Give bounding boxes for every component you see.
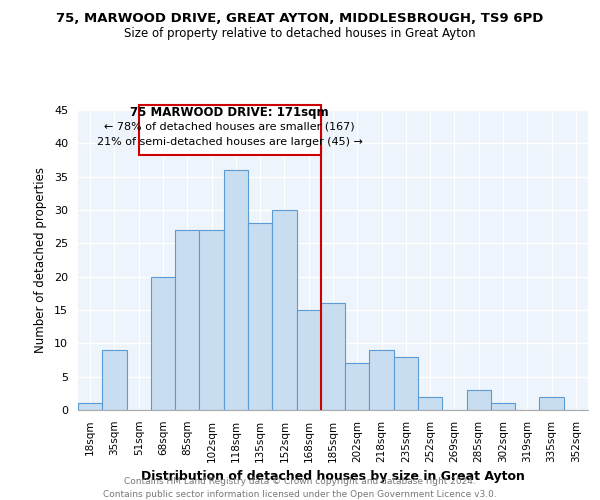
Bar (539, 396, 564, 410)
FancyBboxPatch shape (139, 104, 321, 156)
Text: 75 MARWOOD DRIVE: 171sqm: 75 MARWOOD DRIVE: 171sqm (130, 106, 329, 119)
Text: 21% of semi-detached houses are larger (45) →: 21% of semi-detached houses are larger (… (97, 137, 363, 147)
Bar (248, 224, 272, 410)
Bar (272, 210, 296, 410)
Bar (394, 356, 418, 410)
Bar (321, 304, 345, 410)
Bar (296, 310, 321, 410)
Text: Size of property relative to detached houses in Great Ayton: Size of property relative to detached ho… (124, 28, 476, 40)
Text: Contains HM Land Registry data © Crown copyright and database right 2024.: Contains HM Land Registry data © Crown c… (124, 478, 476, 486)
Y-axis label: Number of detached properties: Number of detached properties (34, 167, 47, 353)
Bar (345, 364, 370, 410)
Bar (199, 230, 224, 410)
Bar (491, 404, 515, 410)
Text: ← 78% of detached houses are smaller (167): ← 78% of detached houses are smaller (16… (104, 122, 355, 132)
Text: Contains public sector information licensed under the Open Government Licence v3: Contains public sector information licen… (103, 490, 497, 499)
Bar (175, 230, 199, 410)
Bar (370, 350, 394, 410)
Bar (418, 396, 442, 410)
Text: 75, MARWOOD DRIVE, GREAT AYTON, MIDDLESBROUGH, TS9 6PD: 75, MARWOOD DRIVE, GREAT AYTON, MIDDLESB… (56, 12, 544, 26)
Bar (102, 350, 127, 410)
Bar (467, 390, 491, 410)
Bar (151, 276, 175, 410)
X-axis label: Distribution of detached houses by size in Great Ayton: Distribution of detached houses by size … (141, 470, 525, 483)
Bar (78, 404, 102, 410)
Bar (224, 170, 248, 410)
